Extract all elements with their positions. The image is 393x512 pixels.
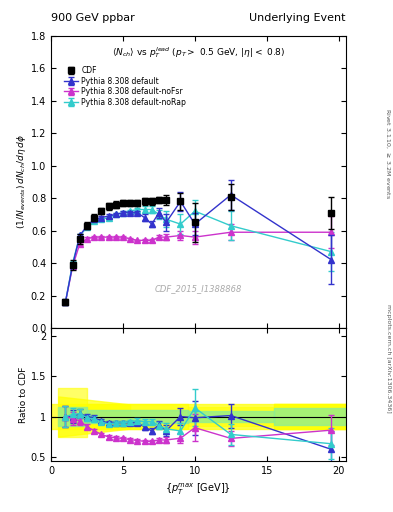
- Text: $\langle N_{ch}\rangle$ vs $p_T^{lead}$ ($p_T >$ 0.5 GeV, $|\eta| <$ 0.8): $\langle N_{ch}\rangle$ vs $p_T^{lead}$ …: [112, 45, 285, 59]
- Y-axis label: Ratio to CDF: Ratio to CDF: [19, 366, 28, 422]
- Text: Underlying Event: Underlying Event: [249, 13, 346, 23]
- X-axis label: $\{p_T^{max}$ [GeV]$\}$: $\{p_T^{max}$ [GeV]$\}$: [165, 481, 231, 497]
- Text: Rivet 3.1.10, $\geq$ 3.2M events: Rivet 3.1.10, $\geq$ 3.2M events: [384, 108, 391, 199]
- Bar: [51, 404, 346, 429]
- Text: CDF_2015_I1388868: CDF_2015_I1388868: [155, 284, 242, 293]
- Text: mcplots.cern.ch [arXiv:1306.3436]: mcplots.cern.ch [arXiv:1306.3436]: [386, 304, 391, 413]
- Y-axis label: $(1/N_{events})\, dN_{ch}/d\eta\, d\phi$: $(1/N_{events})\, dN_{ch}/d\eta\, d\phi$: [15, 135, 28, 229]
- Legend: CDF, Pythia 8.308 default, Pythia 8.308 default-noFsr, Pythia 8.308 default-noRa: CDF, Pythia 8.308 default, Pythia 8.308 …: [61, 63, 189, 110]
- Text: 900 GeV ppbar: 900 GeV ppbar: [51, 13, 135, 23]
